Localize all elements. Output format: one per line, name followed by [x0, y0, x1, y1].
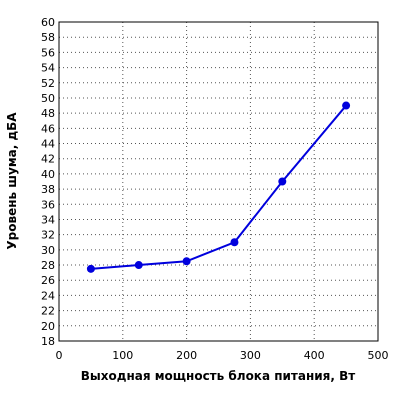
x-axis-ticks: 0 100 200 300 400 500 — [56, 349, 389, 362]
x-tick-label: 200 — [176, 349, 197, 362]
y-tick-label: 24 — [41, 289, 55, 302]
y-tick-label: 20 — [41, 320, 55, 333]
y-tick-label: 28 — [41, 259, 55, 272]
plot-frame — [58, 21, 379, 342]
y-tick-label: 38 — [41, 183, 55, 196]
series-line — [90, 104, 347, 270]
y-tick-label: 60 — [41, 16, 55, 29]
y-axis-ticks: 18 20 22 24 26 28 30 32 34 36 38 40 42 44 46 48 50 52 54 56… — [41, 16, 55, 348]
y-tick-label: 46 — [41, 122, 55, 135]
x-tick-label: 100 — [112, 349, 133, 362]
data-point — [230, 238, 239, 247]
y-tick-label: 58 — [41, 31, 55, 44]
y-tick-label: 52 — [41, 77, 55, 90]
y-tick-label: 42 — [41, 153, 55, 166]
data-point — [342, 101, 351, 110]
grid — [59, 22, 378, 341]
y-tick-label: 34 — [41, 213, 55, 226]
data-point — [278, 177, 287, 186]
data-point — [134, 261, 143, 270]
data-point — [182, 257, 191, 266]
y-tick-label: 54 — [41, 62, 55, 75]
x-tick-label: 300 — [240, 349, 261, 362]
y-tick-label: 18 — [41, 335, 55, 348]
y-tick-label: 56 — [41, 46, 55, 59]
y-tick-label: 26 — [41, 274, 55, 287]
x-tick-label: 500 — [368, 349, 389, 362]
y-tick-label: 48 — [41, 107, 55, 120]
y-tick-label: 44 — [41, 138, 55, 151]
y-tick-label: 30 — [41, 244, 55, 257]
y-tick-label: 50 — [41, 92, 55, 105]
data-point — [86, 264, 95, 273]
y-axis-label: Уровень шума, дБА — [5, 112, 19, 250]
y-tick-label: 40 — [41, 168, 55, 181]
x-axis-label: Выходная мощность блока питания, Вт — [81, 369, 356, 383]
y-tick-label: 36 — [41, 198, 55, 211]
x-tick-label: 400 — [304, 349, 325, 362]
y-tick-label: 32 — [41, 229, 55, 242]
x-tick-label: 0 — [56, 349, 63, 362]
y-tick-label: 22 — [41, 305, 55, 318]
series-layer — [86, 101, 351, 273]
